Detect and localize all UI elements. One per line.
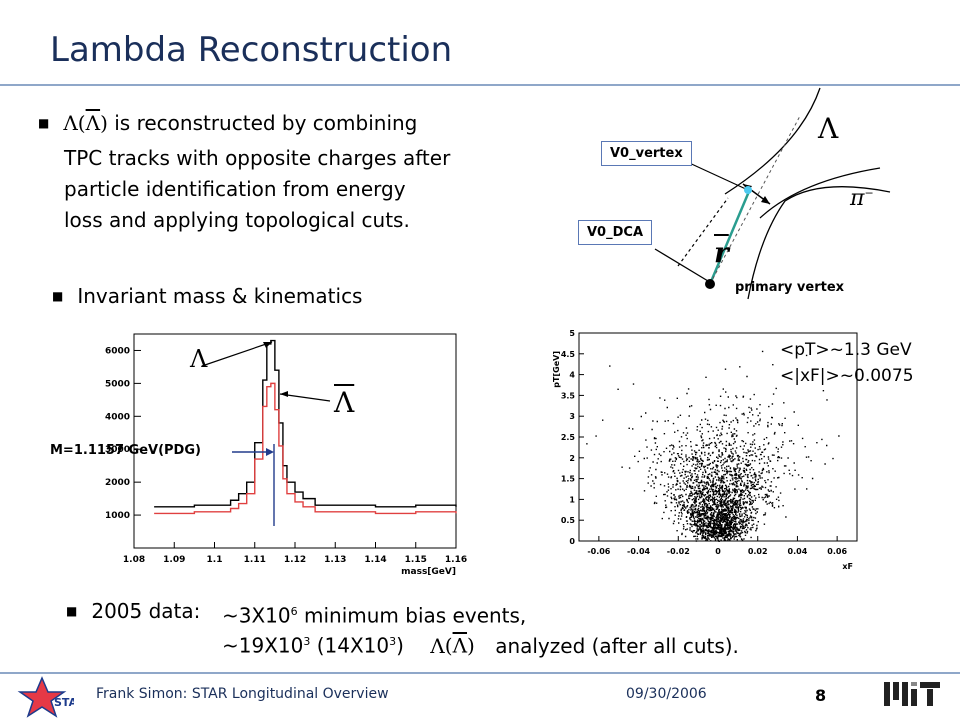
lambda-momentum-line xyxy=(709,115,801,285)
v0-vertex-dot xyxy=(744,186,752,194)
scatter-plot-frame xyxy=(578,332,858,542)
x-tick-label: 1.14 xyxy=(364,555,386,565)
y-tick-label: 3000 xyxy=(105,445,130,455)
y-tick-label: 2 xyxy=(569,454,575,463)
v0-dca-pointer xyxy=(654,248,709,282)
mass-plot-antilambda-label: Λ xyxy=(334,386,355,419)
lambda-symbol: Λ xyxy=(63,111,78,135)
invariant-mass-plot: 1.08 1.09 1.1 1.11 1.12 1.13 1.14 1.15 1.16 1000 2… xyxy=(92,326,472,576)
y-tick-label: 4.5 xyxy=(561,350,576,359)
v0-dca-label: V0_DCA xyxy=(578,220,652,245)
footer-author: Frank Simon: STAR Longitudinal Overview xyxy=(96,686,389,702)
mean-xf-annotation: <|xF|>~0.0075 xyxy=(780,366,914,386)
pt-xf-scatter-plot: -0.06 -0.04 -0.02 0 0.02 0.04 0.06 0 0.5 1 1.5 2 2.5… xyxy=(545,327,863,571)
x-tick-label: 1.12 xyxy=(284,555,306,565)
footer-divider xyxy=(0,672,960,674)
mass-plot-frame xyxy=(133,333,457,549)
y-tick-label: 1.5 xyxy=(561,475,576,484)
x-tick-label: 0 xyxy=(715,547,721,556)
antilambda-histogram xyxy=(154,382,457,515)
x-tick-label: 1.11 xyxy=(244,555,266,565)
y-tick-label: 6000 xyxy=(105,346,130,356)
mit-logo xyxy=(884,682,940,706)
primary-vertex-dot xyxy=(705,279,715,289)
y-tick-label: 3.5 xyxy=(561,391,576,400)
bullet-marker: ■ xyxy=(66,604,78,618)
bullet-1-line-1: is reconstructed by combining xyxy=(114,111,418,135)
primary-vertex-label: primary vertex xyxy=(735,280,845,295)
dca-dashed-line xyxy=(677,197,729,267)
bullet-3-line-2: ~19X103 (14X103) Λ(Λ) analyzed (after al… xyxy=(222,633,739,658)
svg-text:STAR: STAR xyxy=(54,696,74,709)
mean-pt-annotation: <pT>~1.3 GeV xyxy=(780,340,912,360)
y-tick-label: 0 xyxy=(569,537,575,546)
page-number: 8 xyxy=(815,686,827,705)
y-tick-label: 0.5 xyxy=(561,516,576,525)
pdg-mass-label: M=1.1157 GeV(PDG) xyxy=(50,443,201,458)
star-logo: STAR xyxy=(17,676,74,718)
bullet-marker: ■ xyxy=(52,289,64,303)
x-tick-label: 1.1 xyxy=(207,555,223,565)
x-axis-label: mass[GeV] xyxy=(401,567,456,576)
lambda-flight-line xyxy=(708,188,752,285)
x-tick-label: 1.13 xyxy=(324,555,346,565)
bullet-marker: ■ xyxy=(38,116,50,130)
x-tick-label: -0.06 xyxy=(587,547,610,556)
x-tick-label: 1.16 xyxy=(445,555,467,565)
decay-topology-diagram xyxy=(654,87,891,300)
antilambda-pointer xyxy=(279,393,331,402)
x-tick-label: 0.02 xyxy=(748,547,768,556)
x-tick-label: 1.09 xyxy=(163,555,185,565)
lambda-histogram xyxy=(154,339,457,508)
bullet-1: ■ Λ(Λ) is reconstructed by combining xyxy=(38,111,418,135)
y-tick-label: 2.5 xyxy=(561,433,576,442)
diagram-pion-symbol: π− xyxy=(850,186,874,211)
bullet-3-label: ■ 2005 data: xyxy=(66,599,201,623)
x-tick-label: 1.08 xyxy=(123,555,145,565)
y-tick-label: 5 xyxy=(569,329,575,338)
bullet-1-line-3: particle identification from energy xyxy=(64,177,406,201)
y-tick-label: 1 xyxy=(569,495,575,504)
y-tick-label: 4 xyxy=(569,371,575,380)
bullet-1-line-4: loss and applying topological cuts. xyxy=(64,208,410,232)
diagram-lambda-symbol: Λ xyxy=(818,112,839,145)
footer-date: 09/30/2006 xyxy=(626,686,707,702)
x-tick-label: 0.04 xyxy=(788,547,808,556)
x-tick-label: 1.15 xyxy=(405,555,427,565)
bullet-1-line-2: TPC tracks with opposite charges after xyxy=(64,146,451,170)
mass-plot-lambda-label: Λ xyxy=(190,345,208,373)
y-tick-label: 2000 xyxy=(105,478,130,488)
page-title: Lambda Reconstruction xyxy=(50,30,453,70)
title-divider xyxy=(0,84,960,86)
pion-track xyxy=(747,186,891,300)
proton-track xyxy=(724,87,821,195)
x-tick-label: 0.06 xyxy=(827,547,847,556)
lambda-pointer xyxy=(201,341,273,367)
lambda-symbol: Λ xyxy=(430,633,445,658)
pion-track-upper xyxy=(759,167,881,219)
y-tick-label: 3 xyxy=(569,412,575,421)
y-tick-label: 1000 xyxy=(105,511,130,521)
x-tick-label: -0.04 xyxy=(627,547,650,556)
r-vector-symbol: r xyxy=(714,236,729,269)
y-tick-label: 4000 xyxy=(105,412,130,422)
bullet-3-line-1: ~3X106 minimum bias events, xyxy=(222,603,527,628)
antilambda-symbol: Λ xyxy=(85,111,101,135)
bullet-2: ■ Invariant mass & kinematics xyxy=(52,284,363,308)
y-axis-label: pT[GeV] xyxy=(552,351,561,388)
v0-vertex-label: V0_vertex xyxy=(601,141,692,166)
v0-vertex-pointer xyxy=(684,160,749,191)
x-tick-label: -0.02 xyxy=(667,547,690,556)
y-tick-label: 5000 xyxy=(105,379,130,389)
x-axis-label: xF xyxy=(842,562,853,571)
